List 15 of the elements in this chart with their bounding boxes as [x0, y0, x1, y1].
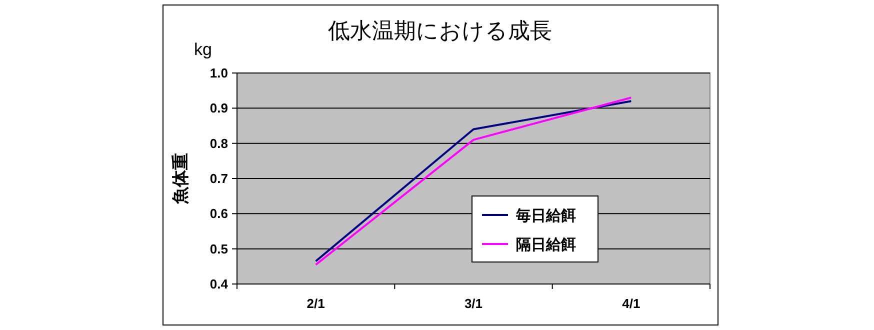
x-tick-label: 2/1 [306, 296, 325, 311]
y-tick-label: 0.8 [210, 136, 228, 151]
y-tick-label: 0.9 [210, 100, 228, 116]
text: kg [194, 40, 212, 59]
y-tick-label: 1.0 [210, 66, 228, 81]
x-tick-label: 4/1 [622, 296, 640, 311]
legend-label: 毎日給餌 [515, 207, 576, 224]
legend-label: 隔日給餌 [516, 236, 576, 254]
y-tick-label: 0.5 [210, 241, 228, 256]
y-tick-label: 0.7 [210, 171, 228, 186]
y-axis-title: 魚体重 [171, 153, 190, 205]
y-tick-label: 0.4 [210, 276, 229, 292]
chart-title: 低水温期における成長 [328, 18, 552, 43]
x-tick-label: 3/1 [464, 296, 483, 311]
y-tick-label: 0.6 [210, 206, 228, 222]
